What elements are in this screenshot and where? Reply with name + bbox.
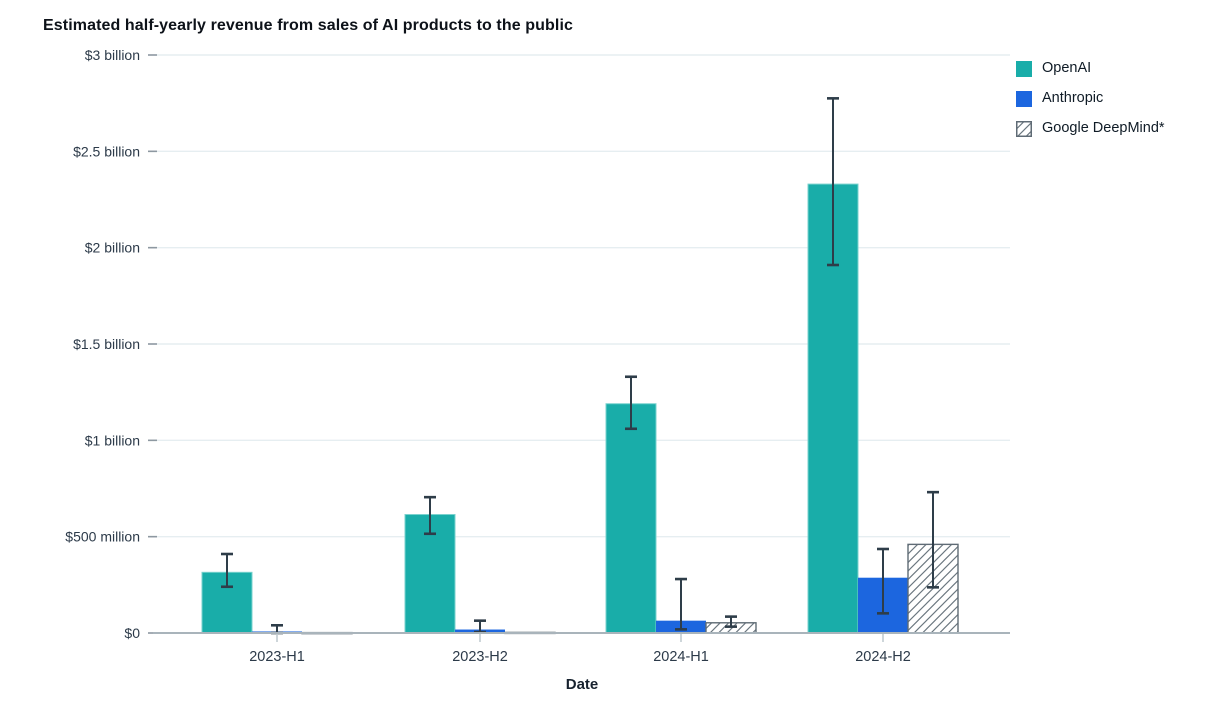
legend: OpenAI Anthropic Google DeepMind*	[1016, 60, 1165, 137]
legend-item-anthropic: Anthropic	[1016, 90, 1165, 107]
errorbar-google-deepmind-2024-H1	[725, 615, 737, 628]
y-tick-label: $2.5 billion	[73, 143, 140, 159]
legend-item-google-deepmind: Google DeepMind*	[1016, 120, 1165, 137]
y-tick-label: $1.5 billion	[73, 336, 140, 352]
legend-label: Google DeepMind*	[1042, 120, 1165, 136]
errorbar-google-deepmind-2024-H2	[927, 490, 939, 589]
errorbar-anthropic-2023-H1	[271, 623, 283, 635]
x-tick-label-2024-H1: 2024-H1	[653, 649, 709, 665]
errorbar-openai-2024-H2	[827, 97, 839, 267]
chart-title: Estimated half-yearly revenue from sales…	[43, 17, 573, 34]
legend-swatch-google-deepmind-icon	[1016, 120, 1032, 137]
y-tick-label: $0	[124, 625, 140, 641]
legend-swatch-anthropic-icon	[1016, 90, 1032, 107]
legend-swatch-openai-icon	[1016, 60, 1032, 77]
errorbar-openai-2023-H1	[221, 552, 233, 589]
legend-item-openai: OpenAI	[1016, 60, 1165, 77]
x-tick-label-2023-H1: 2023-H1	[249, 649, 305, 665]
bar-openai-2024-H1	[605, 403, 657, 634]
y-tick-label: $2 billion	[85, 240, 140, 256]
errorbar-anthropic-2024-H1	[675, 577, 687, 631]
x-axis-title: Date	[565, 676, 599, 693]
errorbar-openai-2024-H1	[625, 375, 637, 431]
errorbar-anthropic-2024-H2	[877, 547, 889, 615]
legend-label: OpenAI	[1042, 60, 1092, 76]
legend-label: Anthropic	[1042, 90, 1104, 106]
errorbar-openai-2023-H2	[424, 495, 436, 536]
x-tick-label-2023-H2: 2023-H2	[452, 649, 508, 665]
y-tick-label: $1 billion	[85, 432, 140, 448]
y-tick-label: $3 billion	[85, 47, 140, 63]
y-tick-label: $500 million	[65, 529, 140, 545]
x-tick-label-2024-H2: 2024-H2	[855, 649, 911, 665]
